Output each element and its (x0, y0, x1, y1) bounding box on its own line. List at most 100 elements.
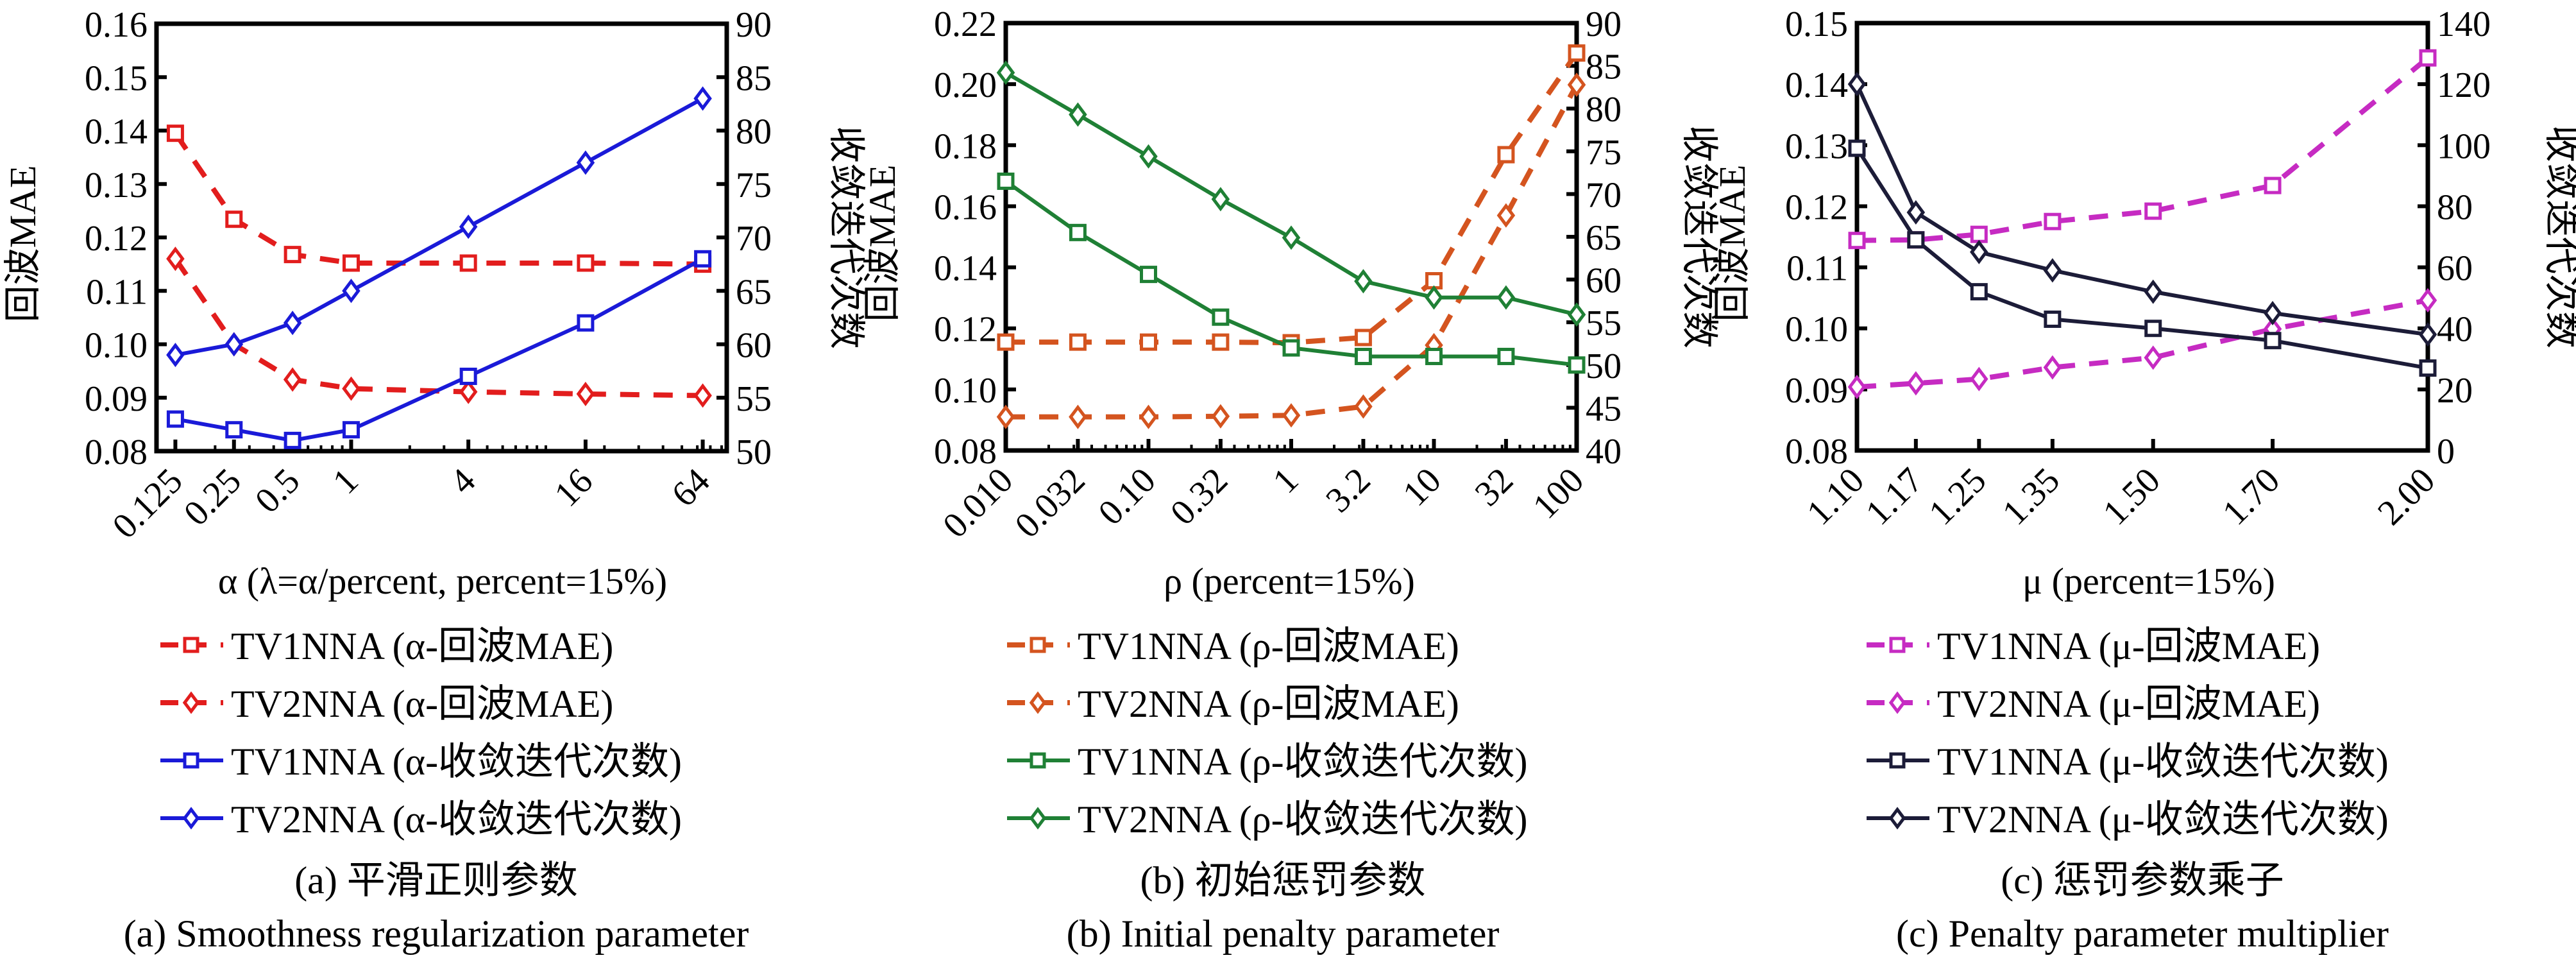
left-y-tick-label: 0.11 (1786, 249, 1848, 289)
x-tick-label: 3.2 (1318, 460, 1378, 520)
square-marker (284, 246, 301, 264)
right-y-tick-label: 60 (1586, 261, 1622, 301)
right-y-axis-title: 收敛迭代次数 (826, 126, 867, 349)
left-y-tick-label: 0.11 (86, 272, 148, 312)
right-y-tick-label: 90 (1586, 4, 1622, 44)
right-y-tick-label: 75 (736, 166, 772, 205)
series-line (1855, 83, 2428, 337)
series-3 (1848, 139, 2437, 377)
diamond-marker (2043, 258, 2062, 283)
legend-entry: TV2NNA (ρ-收敛迭代次数) (1007, 798, 1528, 841)
panel-c: 0.08 0.09 0.10 0.11 0.12 0.13 0.14 0.15 0 20 40 60 8… (1711, 4, 2576, 955)
diamond-marker (576, 150, 595, 175)
square-marker (2044, 212, 2062, 230)
panel-a: 0.08 0.09 0.10 0.11 0.12 0.13 0.14 0.15 0.16 50 55… (2, 5, 867, 955)
diamond-marker (1139, 144, 1158, 169)
legend-label: TV1NNA (α-收敛迭代次数) (231, 741, 682, 783)
legend-label: TV2NNA (α-回波MAE) (231, 683, 613, 725)
x-tick-label: 10 (1395, 460, 1448, 513)
diamond-marker (459, 214, 478, 239)
right-y-tick-label: 85 (736, 58, 772, 98)
diamond-marker (2263, 300, 2282, 325)
diamond-marker (576, 381, 595, 406)
right-y-tick-label: 75 (1586, 133, 1622, 173)
diamond-marker (1211, 187, 1230, 212)
square-marker (342, 254, 360, 272)
left-y-tick-label: 0.10 (85, 326, 148, 366)
square-marker (997, 172, 1015, 190)
series-4 (996, 60, 1586, 327)
right-y-tick-label: 80 (2437, 187, 2473, 227)
diamond-marker (283, 367, 302, 392)
diamond-marker (1906, 200, 1926, 225)
square-marker (342, 421, 360, 439)
diamond-marker (1567, 73, 1586, 98)
legend-entry: TV2NNA (ρ-回波MAE) (1007, 683, 1459, 725)
square-marker (459, 367, 477, 385)
caption-cn: (a) 平滑正则参数 (294, 859, 578, 902)
right-y-tick-label: 50 (736, 433, 772, 472)
right-y-tick-label: 40 (1586, 432, 1622, 472)
right-y-tick-label: 85 (1586, 47, 1622, 87)
right-y-tick-label: 70 (1586, 175, 1622, 215)
legend-label: TV2NNA (α-收敛迭代次数) (231, 798, 682, 841)
square-marker (1970, 225, 1988, 243)
left-y-tick-label: 0.12 (85, 219, 148, 259)
x-tick-label: 1.25 (1921, 460, 1994, 533)
caption-en: (a) Smoothness regularization parameter (124, 913, 749, 955)
x-tick-label: 0.032 (1008, 460, 1093, 545)
left-y-tick-label: 0.18 (934, 126, 997, 166)
series-2 (996, 73, 1586, 429)
legend-entry: TV1NNA (α-收敛迭代次数) (160, 741, 682, 783)
diamond-marker (1282, 403, 1301, 428)
right-y-tick-label: 0 (2437, 432, 2455, 472)
diamond-marker (182, 807, 200, 830)
x-tick-label: 1 (1266, 460, 1307, 501)
square-marker (2144, 202, 2162, 220)
diamond-marker (1029, 807, 1047, 830)
right-y-tick-label: 65 (736, 272, 772, 312)
diamond-marker (996, 404, 1015, 429)
caption-en: (c) Penalty parameter multiplier (1896, 913, 2389, 955)
right-y-tick-label: 70 (736, 219, 772, 259)
square-marker (183, 637, 199, 653)
legend-label: TV1NNA (μ-收敛迭代次数) (1937, 741, 2389, 783)
square-marker (1212, 333, 1230, 351)
x-tick-label: 1.35 (1995, 460, 2067, 533)
legend-entry: TV1NNA (ρ-收敛迭代次数) (1007, 741, 1528, 783)
diamond-marker (1888, 807, 1906, 830)
right-y-tick-label: 90 (736, 5, 772, 45)
left-y-tick-label: 0.13 (1785, 126, 1848, 166)
square-marker (1568, 356, 1586, 374)
diamond-marker (166, 343, 185, 368)
series-line (1855, 147, 2428, 370)
diamond-marker (2043, 355, 2062, 380)
square-marker (1497, 146, 1515, 164)
square-marker (1069, 223, 1087, 241)
left-y-tick-label: 0.15 (85, 58, 148, 98)
square-marker (2264, 332, 2282, 350)
diamond-marker (693, 383, 712, 408)
square-marker (577, 254, 595, 272)
diamond-marker (1906, 371, 1926, 396)
square-marker (2144, 320, 2162, 338)
x-tick-label: 0.10 (1091, 460, 1164, 533)
square-marker (997, 333, 1015, 351)
x-tick-label: 0.25 (176, 461, 249, 533)
series-line (1856, 56, 2430, 243)
diamond-marker (1139, 404, 1158, 429)
right-y-tick-label: 65 (1586, 218, 1622, 258)
x-tick-label: 0.5 (248, 461, 307, 520)
diamond-marker (2418, 322, 2437, 347)
left-y-tick-label: 0.20 (934, 65, 997, 105)
left-y-tick-label: 0.08 (1785, 432, 1848, 472)
right-y-tick-label: 45 (1586, 389, 1622, 429)
square-marker (1030, 752, 1046, 769)
square-marker (1030, 637, 1046, 653)
square-marker (284, 431, 301, 449)
diamond-marker (182, 691, 200, 714)
series-3 (997, 172, 1586, 374)
legend-entry: TV1NNA (μ-回波MAE) (1867, 625, 2320, 667)
